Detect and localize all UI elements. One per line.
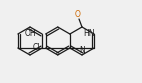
Text: O: O (75, 9, 81, 19)
Text: Cl: Cl (32, 42, 40, 51)
Text: HN: HN (83, 28, 95, 38)
Text: N: N (79, 45, 85, 55)
Text: OH: OH (24, 28, 36, 38)
